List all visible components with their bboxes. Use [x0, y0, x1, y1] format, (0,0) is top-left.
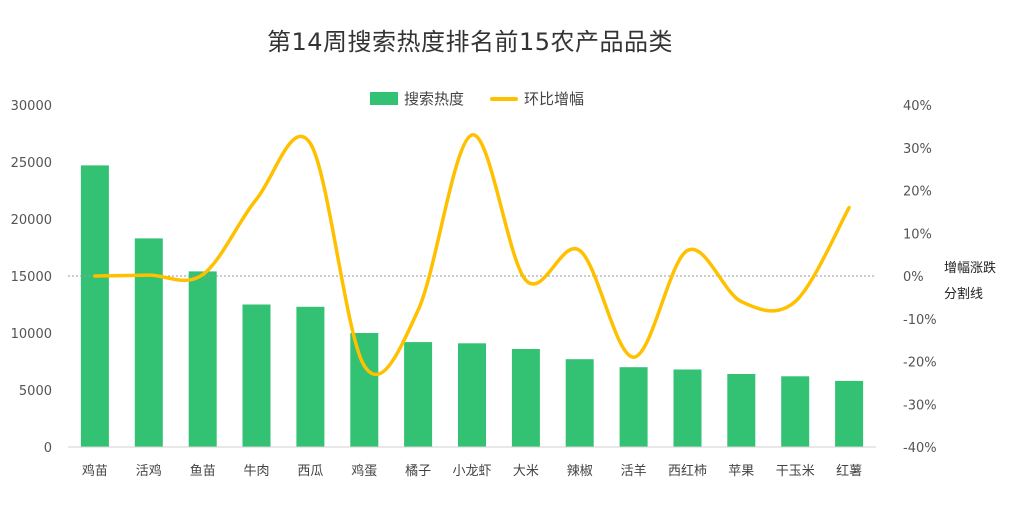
y-left-tick-label: 0 [44, 441, 52, 456]
divider-label-line2: 分割线 [944, 287, 984, 302]
bar-鸡蛋 [350, 333, 379, 447]
divider-label-line1: 增幅涨跌 [944, 261, 997, 276]
chart-legend: 搜索热度 环比增幅 [370, 88, 610, 109]
y-right-tick-label: 10% [903, 227, 932, 242]
y-right-tick-label: -10% [903, 313, 937, 328]
x-tick-label: 干玉米 [776, 464, 815, 479]
bar-鱼苗 [188, 271, 217, 447]
y-left-tick-label: 10000 [11, 327, 52, 342]
y-right-tick-label: 30% [903, 142, 932, 157]
x-tick-label: 大米 [513, 464, 539, 479]
divider-label: 增幅涨跌 分割线 [944, 256, 996, 308]
bar-辣椒 [565, 359, 594, 447]
x-tick-label: 苹果 [728, 464, 754, 479]
bar-橘子 [404, 342, 433, 447]
x-tick-label: 辣椒 [567, 464, 593, 479]
legend-swatch-line [490, 96, 519, 101]
legend-item-bar: 搜索热度 [370, 88, 464, 109]
x-tick-label: 西瓜 [297, 464, 323, 479]
y-right-tick-label: -20% [903, 356, 937, 371]
legend-label-bar: 搜索热度 [404, 90, 465, 108]
y-left-tick-label: 30000 [11, 99, 52, 114]
bar-小龙虾 [458, 343, 486, 447]
y-left-tick-label: 20000 [11, 213, 52, 228]
legend-label-line: 环比增幅 [524, 90, 585, 108]
y-left-tick-label: 5000 [19, 384, 52, 399]
bar-鸡苗 [80, 165, 109, 447]
chart-title: 第14周搜索热度排名前15农产品品类 [266, 28, 674, 56]
y-right-tick-label: 0% [903, 270, 924, 285]
bar-干玉米 [781, 376, 810, 447]
bar-红薯 [835, 380, 864, 447]
x-tick-label: 鸡苗 [82, 463, 108, 479]
x-tick-label: 小龙虾 [452, 464, 491, 479]
y-left-tick-label: 15000 [11, 270, 52, 285]
x-tick-label: 西红柿 [668, 463, 707, 479]
bar-西瓜 [296, 306, 325, 447]
bar-西红柿 [673, 369, 702, 447]
bar-苹果 [727, 374, 756, 447]
bar-活鸡 [134, 238, 163, 447]
x-tick-label: 鱼苗 [190, 463, 216, 479]
legend-item-line: 环比增幅 [490, 88, 584, 109]
bar-牛肉 [242, 304, 271, 447]
x-tick-label: 活鸡 [136, 463, 162, 479]
y-right-tick-label: -40% [903, 441, 937, 456]
y-right-tick-label: 20% [903, 185, 932, 200]
x-tick-label: 活羊 [621, 463, 647, 479]
y-right-tick-label: -30% [903, 398, 937, 413]
y-left-tick-label: 25000 [11, 156, 52, 171]
x-tick-label: 鸡蛋 [351, 463, 377, 479]
x-tick-label: 牛肉 [243, 464, 269, 479]
legend-swatch-bar [370, 92, 398, 105]
x-tick-label: 红薯 [836, 463, 862, 479]
bar-活羊 [619, 367, 648, 447]
x-tick-label: 橘子 [405, 463, 431, 479]
bar-大米 [511, 349, 540, 447]
y-right-tick-label: 40% [903, 99, 932, 114]
